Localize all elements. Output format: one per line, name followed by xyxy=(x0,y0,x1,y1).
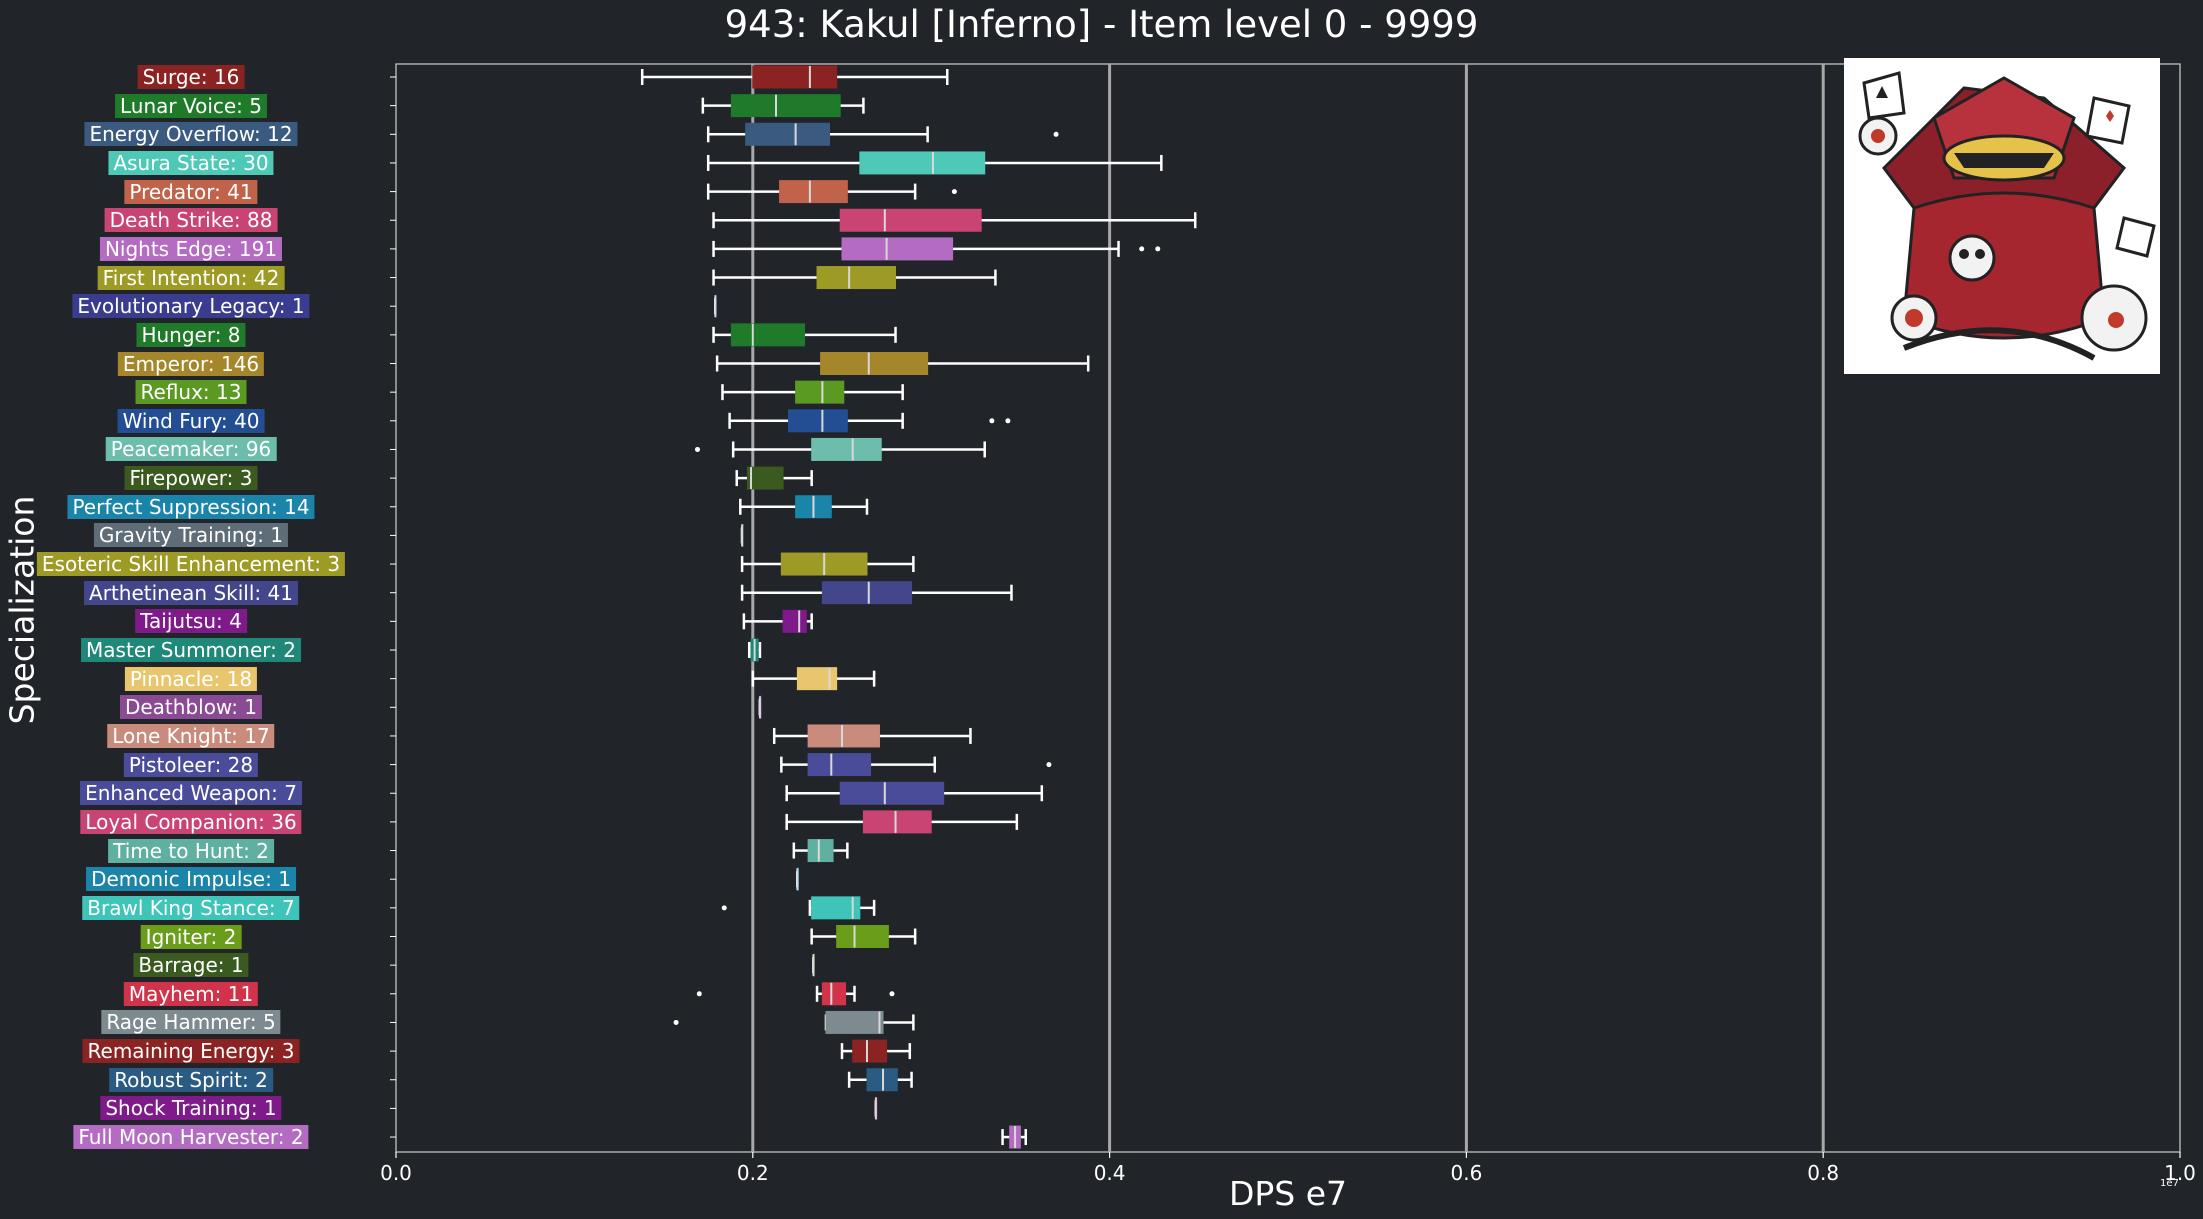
outlier-point xyxy=(1053,131,1059,137)
specialization-label: First Intention: 42 xyxy=(97,265,285,290)
box xyxy=(839,208,982,232)
outlier-point xyxy=(1005,418,1011,424)
box xyxy=(787,409,848,433)
specialization-label: Esoteric Skill Enhancement: 3 xyxy=(36,552,346,577)
box xyxy=(811,437,882,461)
box xyxy=(795,380,845,404)
specialization-label: Lunar Voice: 5 xyxy=(114,93,268,118)
outlier-point xyxy=(673,1019,679,1025)
box xyxy=(816,266,897,290)
specialization-label: Remaining Energy: 3 xyxy=(82,1039,300,1064)
specialization-label: Emperor: 146 xyxy=(117,351,265,376)
specialization-label: Gravity Training: 1 xyxy=(93,523,289,548)
specialization-label: Perfect Suppression: 14 xyxy=(67,494,315,519)
specialization-label: Asura State: 30 xyxy=(108,150,274,175)
box xyxy=(730,323,806,347)
box xyxy=(811,896,861,920)
x-axis-exponent: 1e7 xyxy=(2160,1178,2179,1189)
specialization-label: Loyal Companion: 36 xyxy=(80,809,302,834)
box xyxy=(836,925,889,948)
specialization-label: Enhanced Weapon: 7 xyxy=(80,781,302,806)
outlier-point xyxy=(889,991,895,997)
box xyxy=(752,65,838,89)
kakul-portrait-image xyxy=(1844,58,2160,374)
outlier-point xyxy=(694,446,700,452)
specialization-label: Shock Training: 1 xyxy=(100,1096,282,1121)
specialization-label: Evolutionary Legacy: 1 xyxy=(72,294,310,319)
box xyxy=(862,810,932,834)
specialization-label: Demonic Impulse: 1 xyxy=(86,867,296,892)
outlier-point xyxy=(951,189,957,195)
specialization-label: Reflux: 13 xyxy=(135,380,247,405)
outlier-point xyxy=(696,991,702,997)
specialization-label: Taijutsu: 4 xyxy=(135,609,247,634)
x-axis-label: DPS e7 xyxy=(1228,1174,1348,1213)
specialization-label: Pistoleer: 28 xyxy=(123,752,259,777)
specialization-label: Deathblow: 1 xyxy=(119,695,263,720)
specialization-label: Death Strike: 88 xyxy=(104,208,278,233)
x-tick-label: 0.2 xyxy=(737,1161,769,1185)
specialization-label: Pinnacle: 18 xyxy=(124,666,258,691)
x-tick-label: 0.0 xyxy=(380,1161,412,1185)
specialization-label: Energy Overflow: 12 xyxy=(84,122,298,147)
box xyxy=(821,581,913,605)
specialization-label: Nights Edge: 191 xyxy=(99,236,283,261)
x-tick-label: 0.4 xyxy=(1094,1161,1126,1185)
x-tick-label: 1.0 xyxy=(2164,1161,2196,1185)
box xyxy=(839,781,945,805)
box xyxy=(779,180,848,204)
plot-frame xyxy=(395,63,2181,1153)
kakul-portrait-icon xyxy=(1844,58,2160,374)
outlier-point xyxy=(1046,762,1052,768)
outlier-point xyxy=(1139,246,1145,252)
box xyxy=(807,753,872,777)
box xyxy=(796,667,838,691)
box xyxy=(807,839,834,863)
specialization-label: Firepower: 3 xyxy=(124,466,258,491)
outlier-point xyxy=(1155,246,1161,252)
outlier-point xyxy=(989,418,995,424)
box xyxy=(820,352,929,375)
specialization-label: Mayhem: 11 xyxy=(123,981,259,1006)
box xyxy=(825,1010,884,1034)
box xyxy=(782,609,807,633)
chart-title: 943: Kakul [Inferno] - Item level 0 - 99… xyxy=(724,3,1479,46)
specialization-label: Barrage: 1 xyxy=(133,953,249,978)
box xyxy=(807,724,880,748)
box xyxy=(730,94,841,118)
specialization-label: Hunger: 8 xyxy=(136,322,246,347)
specialization-label: Brawl King Stance: 7 xyxy=(82,895,300,920)
specialization-label: Time to Hunt: 2 xyxy=(108,838,274,863)
box xyxy=(859,151,986,175)
specialization-label: Peacemaker: 96 xyxy=(105,437,277,462)
specialization-label: Rage Hammer: 5 xyxy=(101,1010,281,1035)
specialization-label: Full Moon Harvester: 2 xyxy=(73,1125,309,1150)
specialization-label: Lone Knight: 17 xyxy=(107,723,275,748)
specialization-label: Wind Fury: 40 xyxy=(117,408,265,433)
specialization-label: Robust Spirit: 2 xyxy=(109,1067,273,1092)
box xyxy=(746,466,784,490)
specialization-label: Master Summoner: 2 xyxy=(81,638,301,662)
box xyxy=(841,237,954,261)
outlier-point xyxy=(721,905,727,911)
specialization-label: Arthetinean Skill: 41 xyxy=(84,580,298,605)
x-tick-label: 0.6 xyxy=(1450,1161,1482,1185)
specialization-label: Igniter: 2 xyxy=(140,924,242,949)
specialization-label: Predator: 41 xyxy=(124,179,258,204)
specialization-label: Surge: 16 xyxy=(137,65,245,89)
box xyxy=(852,1039,888,1063)
x-tick-label: 0.8 xyxy=(1807,1161,1839,1185)
box xyxy=(745,122,831,146)
box xyxy=(821,982,847,1006)
